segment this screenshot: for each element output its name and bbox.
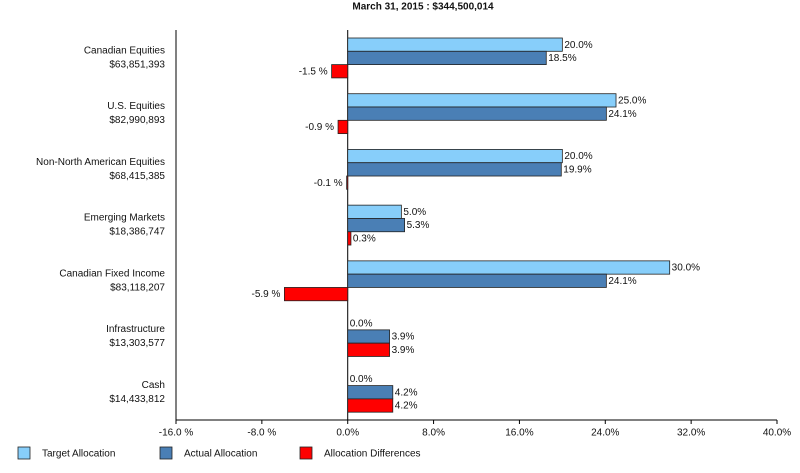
bar <box>347 37 563 52</box>
category-amount: $14,433,812 <box>109 394 165 405</box>
category-label: Canadian Equities <box>84 45 165 56</box>
bar <box>283 287 349 302</box>
bar <box>347 149 563 164</box>
bar <box>331 64 349 79</box>
x-tick-label: 32.0% <box>677 428 705 439</box>
x-tick-label: 40.0% <box>763 428 791 439</box>
bar <box>347 231 352 246</box>
bar <box>347 329 390 344</box>
chart-title: March 31, 2015 : $344,500,014 <box>352 2 494 13</box>
value-label: 20.0% <box>564 151 592 162</box>
bar <box>337 119 349 135</box>
legend-label: Actual Allocation <box>184 449 257 460</box>
category-label: Emerging Markets <box>84 213 165 224</box>
value-label: 20.0% <box>564 40 592 51</box>
value-label: 0.0% <box>350 318 373 329</box>
value-label: 3.9% <box>392 345 415 356</box>
x-tick-label: 0.0% <box>336 428 359 439</box>
value-label: -1.5 % <box>299 66 328 77</box>
category-label: Cash <box>142 380 165 391</box>
value-label: -0.1 % <box>314 178 343 189</box>
bar <box>347 204 402 219</box>
category-amount: $18,386,747 <box>109 227 165 238</box>
legend-swatch <box>17 446 31 460</box>
x-tick-label: -8.0 % <box>247 428 276 439</box>
bar <box>347 218 405 233</box>
value-label: 0.3% <box>353 234 376 245</box>
value-label: 3.9% <box>392 332 415 343</box>
category-amount: $63,851,393 <box>109 59 165 70</box>
value-label: 4.2% <box>395 387 418 398</box>
category-amount: $83,118,207 <box>110 282 165 293</box>
value-label: 24.1% <box>608 109 636 120</box>
value-label: 4.2% <box>395 401 418 412</box>
bar <box>347 398 394 413</box>
category-label: Non-North American Equities <box>36 157 165 168</box>
legend-label: Allocation Differences <box>324 449 421 460</box>
x-tick-label: 16.0% <box>505 428 533 439</box>
bar <box>347 93 617 108</box>
value-label: 0.0% <box>350 374 373 385</box>
category-amount: $68,415,385 <box>109 171 165 182</box>
bar <box>347 106 607 121</box>
x-tick-label: 8.0% <box>422 428 445 439</box>
category-amount: $13,303,577 <box>109 338 165 349</box>
bar <box>347 50 547 65</box>
legend-label: Target Allocation <box>42 449 115 460</box>
value-label: 30.0% <box>672 263 700 274</box>
value-label: 18.5% <box>548 53 576 64</box>
bar <box>347 385 394 400</box>
value-label: 24.1% <box>608 276 636 287</box>
bar <box>346 175 349 190</box>
bar <box>347 260 671 275</box>
category-label: Infrastructure <box>106 324 165 335</box>
x-tick-label: -16.0 % <box>159 428 194 439</box>
value-label: 5.0% <box>403 207 426 218</box>
value-label: 5.3% <box>407 220 430 231</box>
bar <box>347 162 562 177</box>
category-amount: $82,990,893 <box>109 115 165 126</box>
value-label: -0.9 % <box>305 122 334 133</box>
category-label: Canadian Fixed Income <box>59 268 165 279</box>
x-tick-label: 24.0% <box>591 428 619 439</box>
legend-swatch <box>159 446 173 460</box>
bar <box>347 342 390 357</box>
category-label: U.S. Equities <box>107 101 165 112</box>
legend-swatch <box>299 446 313 460</box>
bar <box>347 273 607 288</box>
value-label: 25.0% <box>618 96 646 107</box>
value-label: 19.9% <box>563 165 591 176</box>
value-label: -5.9 % <box>251 289 280 300</box>
